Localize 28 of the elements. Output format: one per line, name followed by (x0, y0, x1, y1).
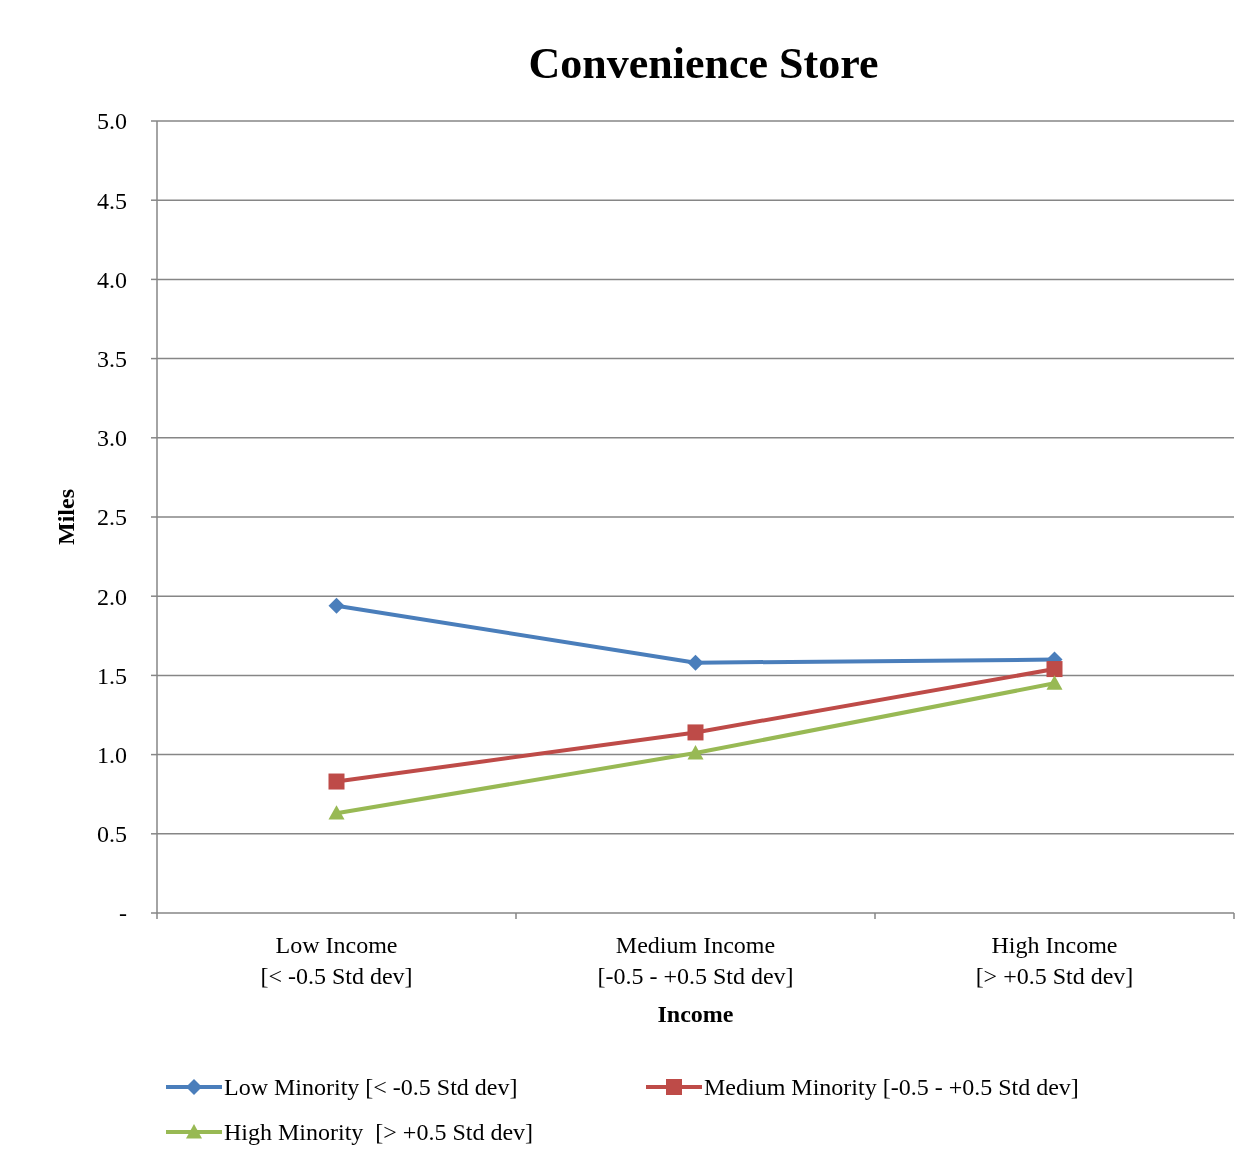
x-tick-label: High Income [> +0.5 Std dev] (975, 932, 1134, 989)
point (1046, 675, 1063, 690)
y-tick-label: 3.5 (97, 346, 127, 372)
y-tick-label: 1.0 (97, 742, 127, 768)
y-tick-label: 2.5 (97, 504, 127, 531)
x-tick-label: Medium Income [-0.5 - +0.5 Std dev] (597, 932, 794, 989)
x-axis-title: Income (657, 1001, 734, 1027)
legend-label: Medium Minority [-0.5 - +0.5 Std dev] (704, 1074, 1079, 1101)
legend-label: High Minority [> +0.5 Std dev] (224, 1119, 534, 1146)
y-tick-label: 3.0 (97, 425, 127, 452)
point (687, 745, 704, 760)
y-tick-label: - (119, 900, 127, 927)
x-tick-label: Low Income [< -0.5 Std dev] (260, 932, 413, 989)
legend-label: Low Minority [< -0.5 Std dev] (224, 1074, 518, 1101)
chart-title: Convenience Store (528, 39, 879, 88)
y-axis-title: Miles (53, 489, 79, 545)
point (687, 654, 704, 671)
y-tick-label: 2.0 (97, 583, 127, 610)
y-tick-label: 1.5 (97, 662, 127, 689)
y-tick-label: 4.0 (97, 266, 127, 293)
point (328, 773, 345, 790)
point (328, 805, 345, 820)
point (1046, 661, 1063, 678)
y-tick-label: 5.0 (97, 108, 127, 135)
y-tick-label: 4.5 (97, 187, 127, 214)
point (328, 597, 345, 614)
y-tick-label: 0.5 (97, 821, 127, 848)
point (687, 724, 704, 741)
